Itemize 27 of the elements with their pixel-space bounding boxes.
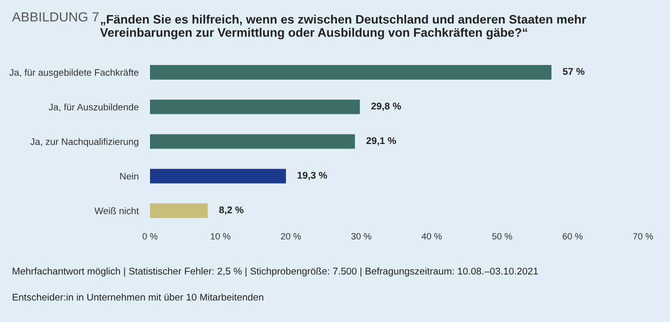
- y-tick-label: Ja, für ausgebildete Fachkräfte: [9, 68, 138, 78]
- x-tick-label: 50 %: [492, 233, 512, 240]
- data-label: 8,2 %: [219, 206, 244, 215]
- x-tick-label: 40 %: [422, 233, 442, 240]
- data-label: 57 %: [562, 68, 584, 75]
- bar: [150, 203, 208, 218]
- bar: [150, 168, 286, 184]
- x-tick-label: 60 %: [562, 233, 583, 240]
- x-tick-label: 70 %: [633, 233, 653, 240]
- x-tick-label: 30 %: [351, 233, 372, 240]
- y-tick-label: Weiß nicht: [94, 207, 139, 214]
- y-tick-label: Nein: [120, 172, 138, 180]
- x-tick-label: 0 %: [142, 233, 158, 240]
- bar: [150, 134, 355, 149]
- data-label: 29,8 %: [371, 102, 401, 111]
- text: Mehrfachantwort möglich | Statistischer Fehler: 2,5 % | Stichprobengröße: 7.500 | Befragungszeitraum: 10.08.–03.10.2021: [12, 267, 538, 277]
- data-label: 29,1 %: [366, 137, 396, 146]
- bar: [150, 100, 360, 114]
- x-tick-label: 10 %: [210, 233, 230, 240]
- x-tick-label: 20 %: [281, 233, 301, 240]
- data-label: 19,3 %: [298, 172, 328, 180]
- chart-title: ABBILDUNG 7: [12, 12, 99, 22]
- text: Entscheider:in in Unternehmen mit über 10 Mitarbeitenden: [12, 293, 264, 301]
- y-tick-label: Ja, zur Nachqualifizierung: [30, 138, 138, 147]
- y-tick-label: Ja, für Auszubildende: [48, 103, 138, 112]
- bar: [150, 65, 552, 80]
- chart-subtitle: „Fänden Sie es hilfreich, wenn es zwischen Deutschland und anderen Staaten mehr Vereinbarungen zur Vermittlung oder Ausbildung von Fachkräften gäbe?“: [100, 14, 586, 40]
